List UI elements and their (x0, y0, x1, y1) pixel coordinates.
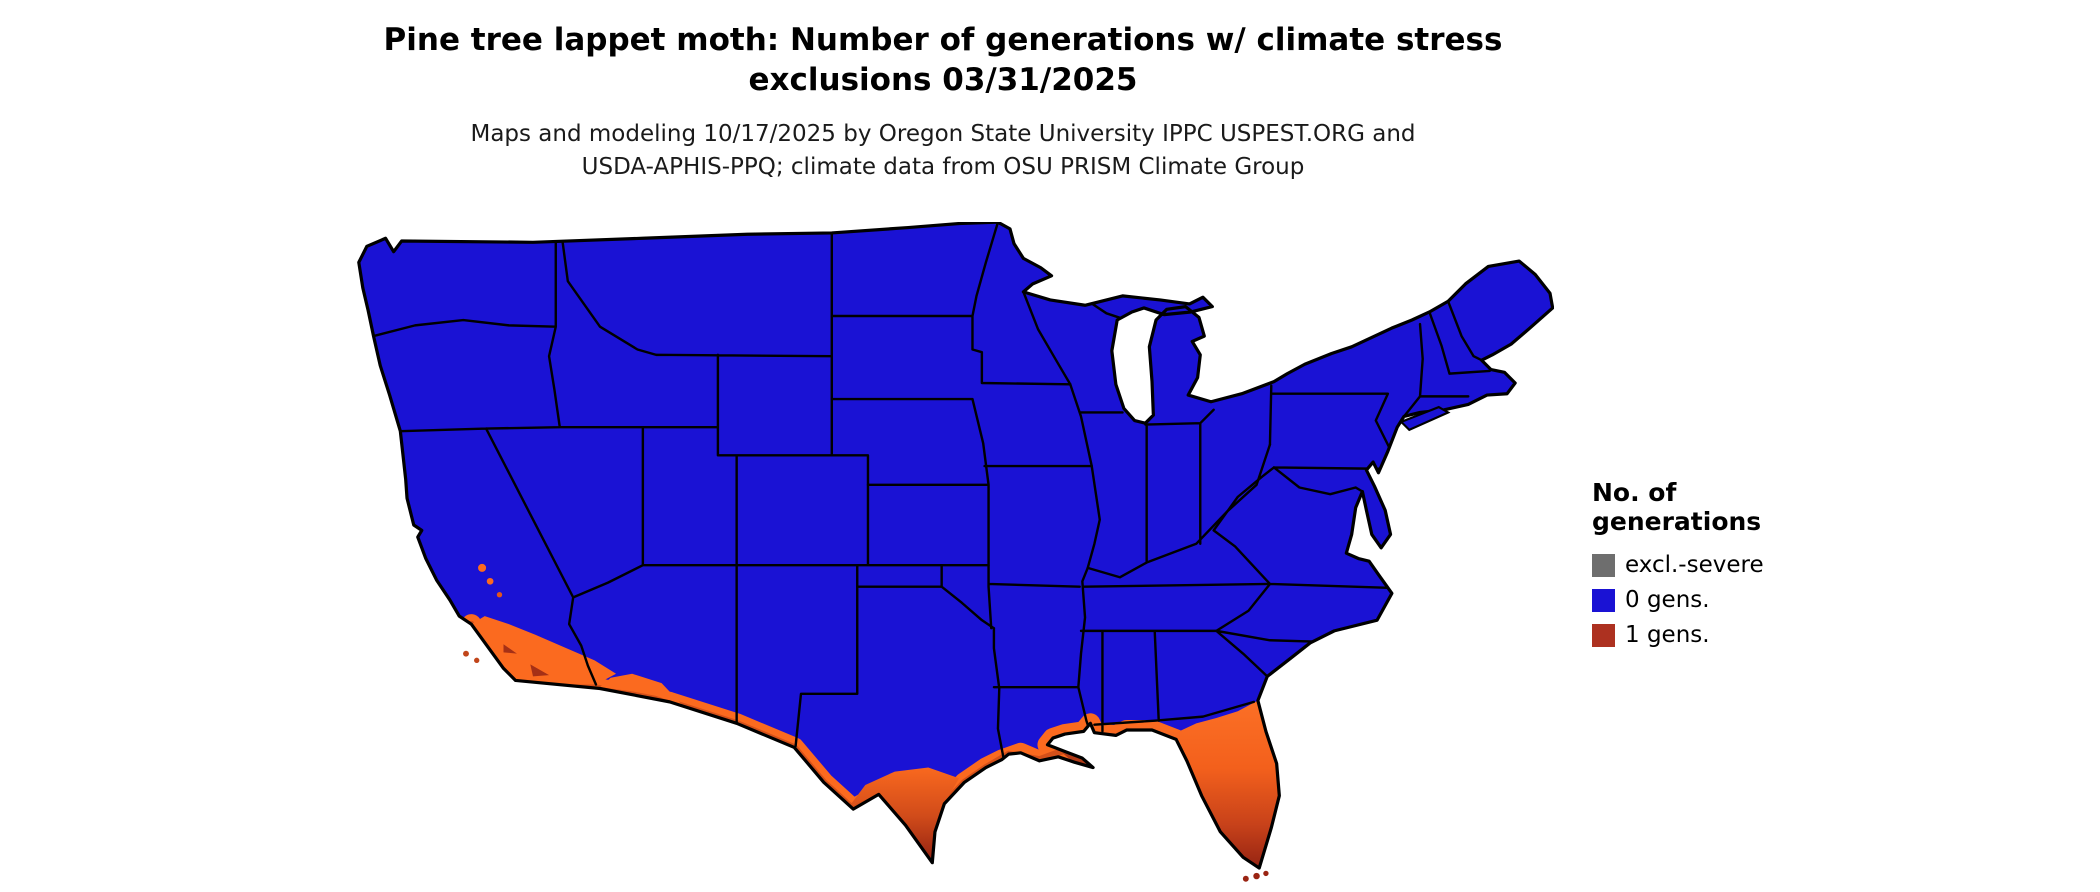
socal-one-gen-region (471, 616, 617, 685)
long-island (1399, 405, 1451, 432)
state-borders-east (1212, 300, 1491, 678)
south-texas-region (849, 767, 960, 863)
legend-title-line-2: generations (1592, 507, 1762, 536)
legend-title-line-1: No. of (1592, 478, 1677, 507)
florida-keys-dots (1242, 870, 1269, 882)
central-valley-speck (478, 563, 487, 572)
legend-label-0-gens: 0 gens. (1625, 587, 1710, 613)
legend-label-excl-severe: excl.-severe (1625, 552, 1764, 578)
florida-one-gen-region (1094, 700, 1280, 869)
state-borders (372, 222, 1491, 759)
state-borders-west (372, 231, 990, 748)
legend-item-0-gens: 0 gens. (1592, 587, 1832, 613)
subtitle-line-2: USDA-APHIS-PPQ; climate data from OSU PR… (581, 154, 1305, 180)
southwest-arizona-region (599, 673, 684, 706)
state-borders-plains (830, 222, 1093, 759)
legend-swatch-1-gens (1592, 623, 1615, 647)
legend-items: excl.-severe 0 gens. 1 gens. (1592, 552, 1832, 648)
legend-label-1-gens: 1 gens. (1625, 622, 1710, 648)
map-outline (357, 222, 1554, 870)
title-line-2: exclusions 03/31/2025 (748, 62, 1138, 98)
title-line-1: Pine tree lappet moth: Number of generat… (383, 22, 1503, 58)
figure-subtitle: Maps and modeling 10/17/2025 by Oregon S… (332, 118, 1554, 184)
subtitle-line-1: Maps and modeling 10/17/2025 by Oregon S… (470, 121, 1416, 147)
legend-swatch-0-gens (1592, 588, 1615, 612)
legend-swatch-excl-severe (1592, 553, 1615, 577)
central-valley-speck (486, 577, 494, 585)
socal-dark-specks (503, 644, 550, 677)
channel-islands-dots (463, 650, 480, 664)
central-valley-speck (496, 592, 503, 598)
legend-title: No. of generations (1592, 478, 1832, 536)
legend: No. of generations excl.-severe 0 gens. … (1592, 478, 1832, 657)
zero-generation-base (358, 222, 1553, 869)
legend-item-1-gens: 1 gens. (1592, 622, 1832, 648)
state-borders-mississippi-river (1022, 290, 1111, 738)
us-map (357, 222, 1554, 882)
figure-title: Pine tree lappet moth: Number of generat… (332, 20, 1554, 100)
legend-item-excl-severe: excl.-severe (1592, 552, 1832, 578)
state-borders-midwest (1079, 301, 1272, 733)
